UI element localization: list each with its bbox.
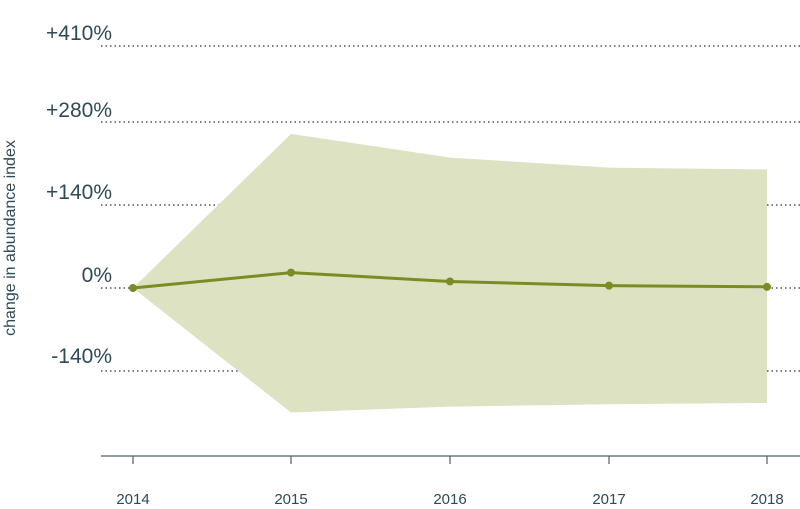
- data-point: [287, 268, 295, 277]
- x-tick-label: 2014: [116, 491, 149, 508]
- y-tick-label: +140%: [46, 181, 112, 204]
- series-line-layer: [129, 268, 771, 292]
- confidence-band-layer: [133, 133, 767, 413]
- x-tick-label: 2018: [750, 491, 783, 508]
- y-tick-label: -140%: [51, 345, 112, 368]
- y-tick-label: 0%: [82, 264, 112, 287]
- data-point: [605, 281, 613, 290]
- x-tick-label: 2017: [592, 491, 625, 508]
- data-point: [129, 284, 137, 292]
- y-tick-label: +410%: [46, 22, 112, 45]
- x-tick-label: 2016: [433, 491, 466, 508]
- y-tick-labels: -140% 0% +140% +280% +410%: [46, 22, 112, 368]
- data-point: [446, 277, 454, 286]
- x-tick-label: 2015: [274, 491, 307, 508]
- y-tick-label: +280%: [46, 99, 112, 122]
- confidence-band: [133, 133, 767, 413]
- x-tick-labels: 2014 2015 2016 2017 2018: [116, 491, 783, 508]
- data-point: [763, 282, 771, 291]
- x-axis: [101, 455, 800, 464]
- y-axis-label: change in abundance index: [2, 140, 19, 336]
